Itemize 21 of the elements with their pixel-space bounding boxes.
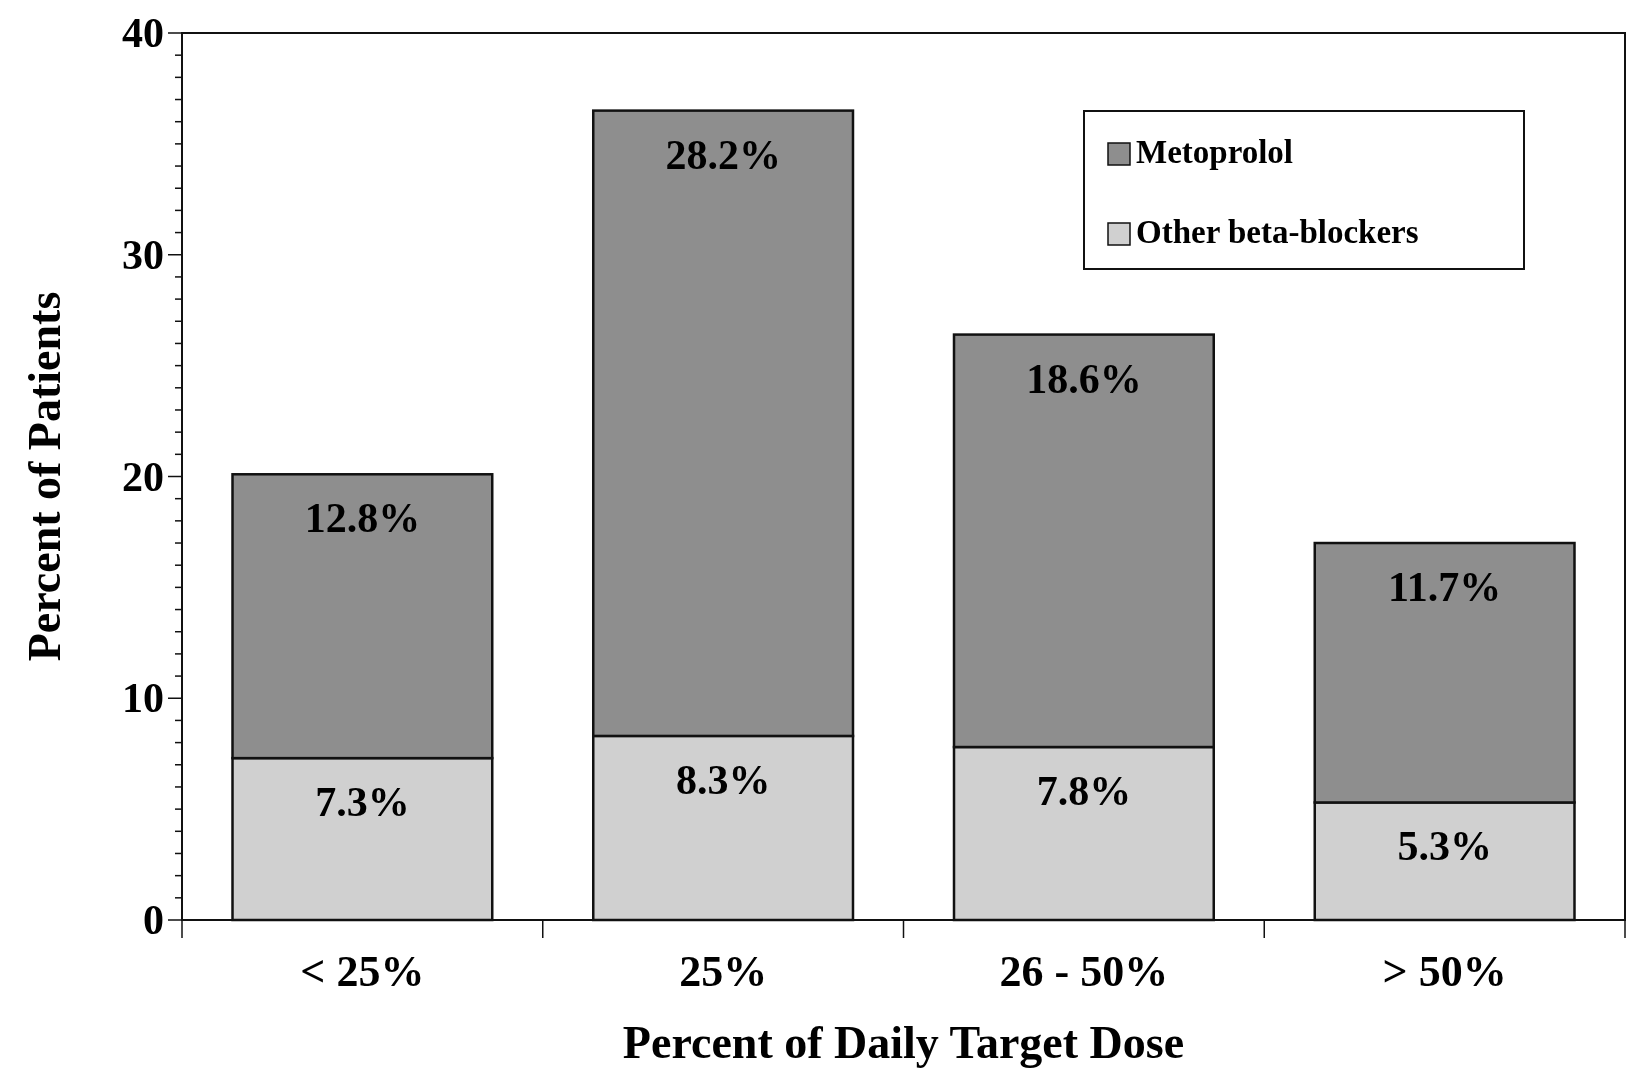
legend-label: Metoprolol — [1136, 134, 1294, 170]
x-tick-label: < 25% — [300, 947, 425, 996]
y-tick-label: 10 — [122, 675, 164, 722]
x-tick-label: 25% — [679, 947, 768, 996]
y-axis-title: Percent of Patients — [19, 291, 70, 662]
data-label: 18.6% — [1026, 355, 1142, 402]
y-tick-label: 40 — [122, 10, 164, 56]
data-label: 28.2% — [665, 131, 781, 178]
data-label: 5.3% — [1397, 823, 1492, 870]
data-label: 8.3% — [675, 756, 771, 803]
data-label: 7.3% — [315, 779, 410, 826]
legend-label: Other beta-blockers — [1136, 214, 1419, 250]
x-tick-label: > 50% — [1382, 947, 1507, 996]
x-axis-title: Percent of Daily Target Dose — [622, 1017, 1185, 1068]
data-label: 11.7% — [1388, 564, 1502, 611]
x-tick-label: 26 - 50% — [999, 947, 1169, 996]
y-tick-label: 20 — [122, 453, 164, 500]
y-tick-label: 30 — [122, 231, 164, 278]
data-label: 12.8% — [304, 495, 421, 542]
y-tick-label: 0 — [143, 897, 164, 943]
data-label: 7.8% — [1036, 768, 1132, 815]
